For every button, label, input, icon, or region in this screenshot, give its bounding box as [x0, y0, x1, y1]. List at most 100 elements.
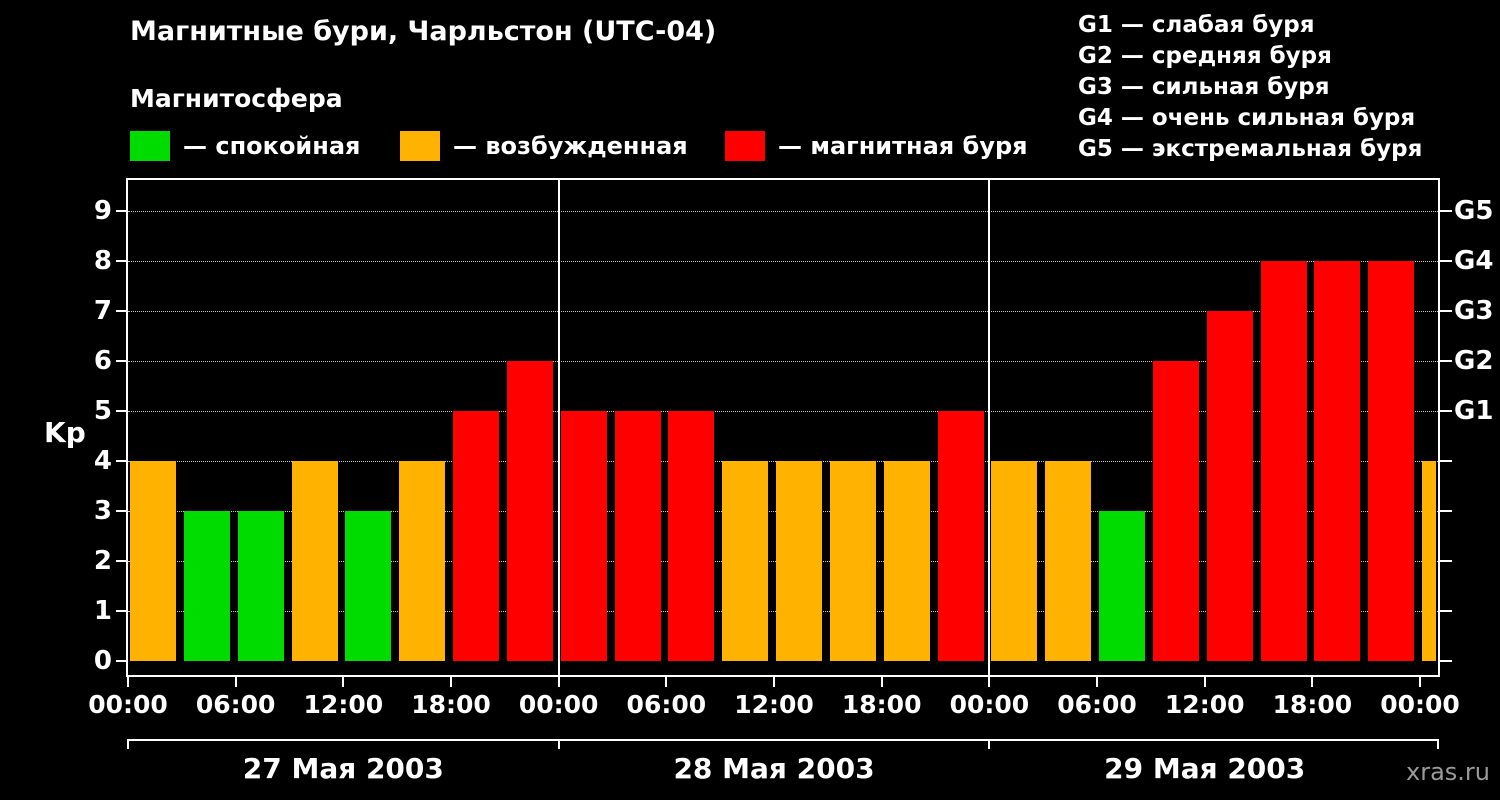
x-axis-label: 18:00	[1272, 690, 1353, 719]
right-axis-label-g3: G3	[1454, 296, 1494, 326]
day-axis-tick	[1437, 739, 1439, 749]
x-axis-tick	[880, 677, 883, 687]
x-axis-label: 18:00	[411, 690, 491, 719]
g-legend-item: G1 — слабая буря	[1078, 12, 1315, 38]
kp-bar-storm	[453, 411, 499, 661]
y-axis-tick-right	[1440, 460, 1452, 462]
kp-bar-storm	[614, 411, 661, 661]
y-axis-tick-right	[1440, 510, 1452, 512]
day-label: 27 Мая 2003	[242, 752, 444, 785]
kp-bar-storm	[506, 361, 553, 661]
y-axis-label: 0	[93, 646, 112, 676]
y-axis-tick-left	[116, 360, 128, 362]
day-axis-tick	[988, 739, 991, 749]
legend-item-label: — спокойная	[183, 132, 361, 160]
legend-swatch-excited	[400, 131, 440, 161]
plot-frame	[126, 178, 1440, 677]
y-axis-label: 5	[93, 396, 112, 426]
x-axis-label: 00:00	[518, 690, 599, 719]
y-axis-label: 2	[93, 546, 112, 576]
gridline-kp-6	[128, 361, 1438, 362]
x-axis-tick	[988, 677, 991, 687]
g-legend-item: G2 — средняя буря	[1078, 43, 1332, 69]
x-axis-tick	[665, 677, 668, 687]
gridline-kp-5	[128, 411, 1438, 412]
kp-bar-excited	[130, 461, 176, 661]
x-axis-label: 00:00	[1380, 690, 1460, 719]
day-label: 29 Мая 2003	[1104, 752, 1306, 785]
watermark: xras.ru	[1406, 758, 1490, 786]
right-axis-label-g2: G2	[1454, 346, 1494, 376]
y-axis-tick-left	[116, 410, 128, 412]
gridline-kp-9	[128, 211, 1438, 212]
y-axis-label: 4	[93, 446, 112, 476]
x-axis-tick	[342, 677, 345, 687]
right-axis-label-g4: G4	[1454, 246, 1494, 276]
kp-bar-storm	[1260, 261, 1307, 661]
kp-bar-storm	[1206, 311, 1253, 661]
kp-bar-excited	[776, 461, 823, 661]
legend-swatch-storm	[725, 131, 765, 161]
y-axis-tick-left	[116, 260, 128, 262]
magnetosphere-legend: — спокойная — возбужденная — магнитная бур…	[130, 130, 1330, 166]
kp-bar-excited	[1045, 461, 1092, 661]
y-axis-tick-right	[1440, 410, 1452, 412]
kp-bar-storm	[1368, 261, 1415, 661]
y-axis-label: 7	[93, 296, 112, 326]
kp-bar-storm	[1152, 361, 1199, 661]
x-axis-tick	[1203, 677, 1206, 687]
kp-bar-excited	[1422, 461, 1436, 661]
right-axis-label-g1: G1	[1454, 396, 1494, 426]
day-separator	[557, 180, 560, 675]
y-axis-label: 1	[93, 596, 112, 626]
kp-bar-excited	[291, 461, 338, 661]
gridline-kp-7	[128, 311, 1438, 312]
y-axis-tick-left	[116, 560, 128, 562]
y-axis-label: 8	[93, 246, 112, 276]
day-label: 28 Мая 2003	[673, 752, 875, 785]
y-axis-label: 9	[93, 196, 112, 226]
y-axis-tick-right	[1440, 210, 1452, 212]
magnetosphere-heading: Магнитосфера	[130, 84, 343, 113]
y-axis-tick-right	[1440, 660, 1452, 662]
x-axis-tick	[773, 677, 776, 687]
x-axis-tick	[557, 677, 560, 687]
y-axis-tick-left	[116, 610, 128, 612]
kp-bar-calm	[1099, 511, 1146, 661]
y-axis-tick-left	[116, 510, 128, 512]
kp-bar-storm	[560, 411, 607, 661]
x-axis-tick	[234, 677, 237, 687]
x-axis-label: 00:00	[949, 690, 1030, 719]
g-legend-item: G5 — экстремальная буря	[1078, 136, 1423, 162]
x-axis-tick	[1096, 677, 1099, 687]
x-axis-label: 12:00	[1164, 690, 1245, 719]
legend-item-label: — возбужденная	[453, 132, 688, 160]
kp-bar-calm	[183, 511, 230, 661]
y-axis-tick-right	[1440, 610, 1452, 612]
kp-bar-calm	[237, 511, 284, 661]
y-axis-tick-left	[116, 660, 128, 662]
kp-bar-excited	[991, 461, 1038, 661]
gridline-kp-8	[128, 261, 1438, 262]
x-axis-tick	[127, 677, 129, 687]
x-axis-label: 12:00	[734, 690, 814, 719]
kp-bar-excited	[883, 461, 930, 661]
legend-item-excited: — возбужденная	[400, 130, 688, 162]
legend-item-calm: — спокойная	[130, 130, 360, 162]
day-axis-tick	[127, 739, 129, 749]
right-axis-label-g5: G5	[1454, 196, 1494, 226]
y-axis-tick-right	[1440, 260, 1452, 262]
day-axis-line	[128, 739, 1438, 741]
kp-bar-storm	[937, 411, 984, 661]
x-axis-label: 06:00	[195, 690, 276, 719]
x-axis-tick	[1419, 677, 1422, 687]
legend-swatch-calm	[130, 131, 170, 161]
x-axis-label: 12:00	[303, 690, 384, 719]
day-axis-tick	[557, 739, 560, 749]
g-scale-legend: G1 — слабая буря G2 — средняя буря G3 — си…	[1078, 10, 1422, 165]
kp-bar-storm	[1314, 261, 1361, 661]
y-axis-label: 6	[93, 346, 112, 376]
legend-item-storm: — магнитная буря	[725, 130, 1028, 162]
kp-bar-storm	[668, 411, 715, 661]
